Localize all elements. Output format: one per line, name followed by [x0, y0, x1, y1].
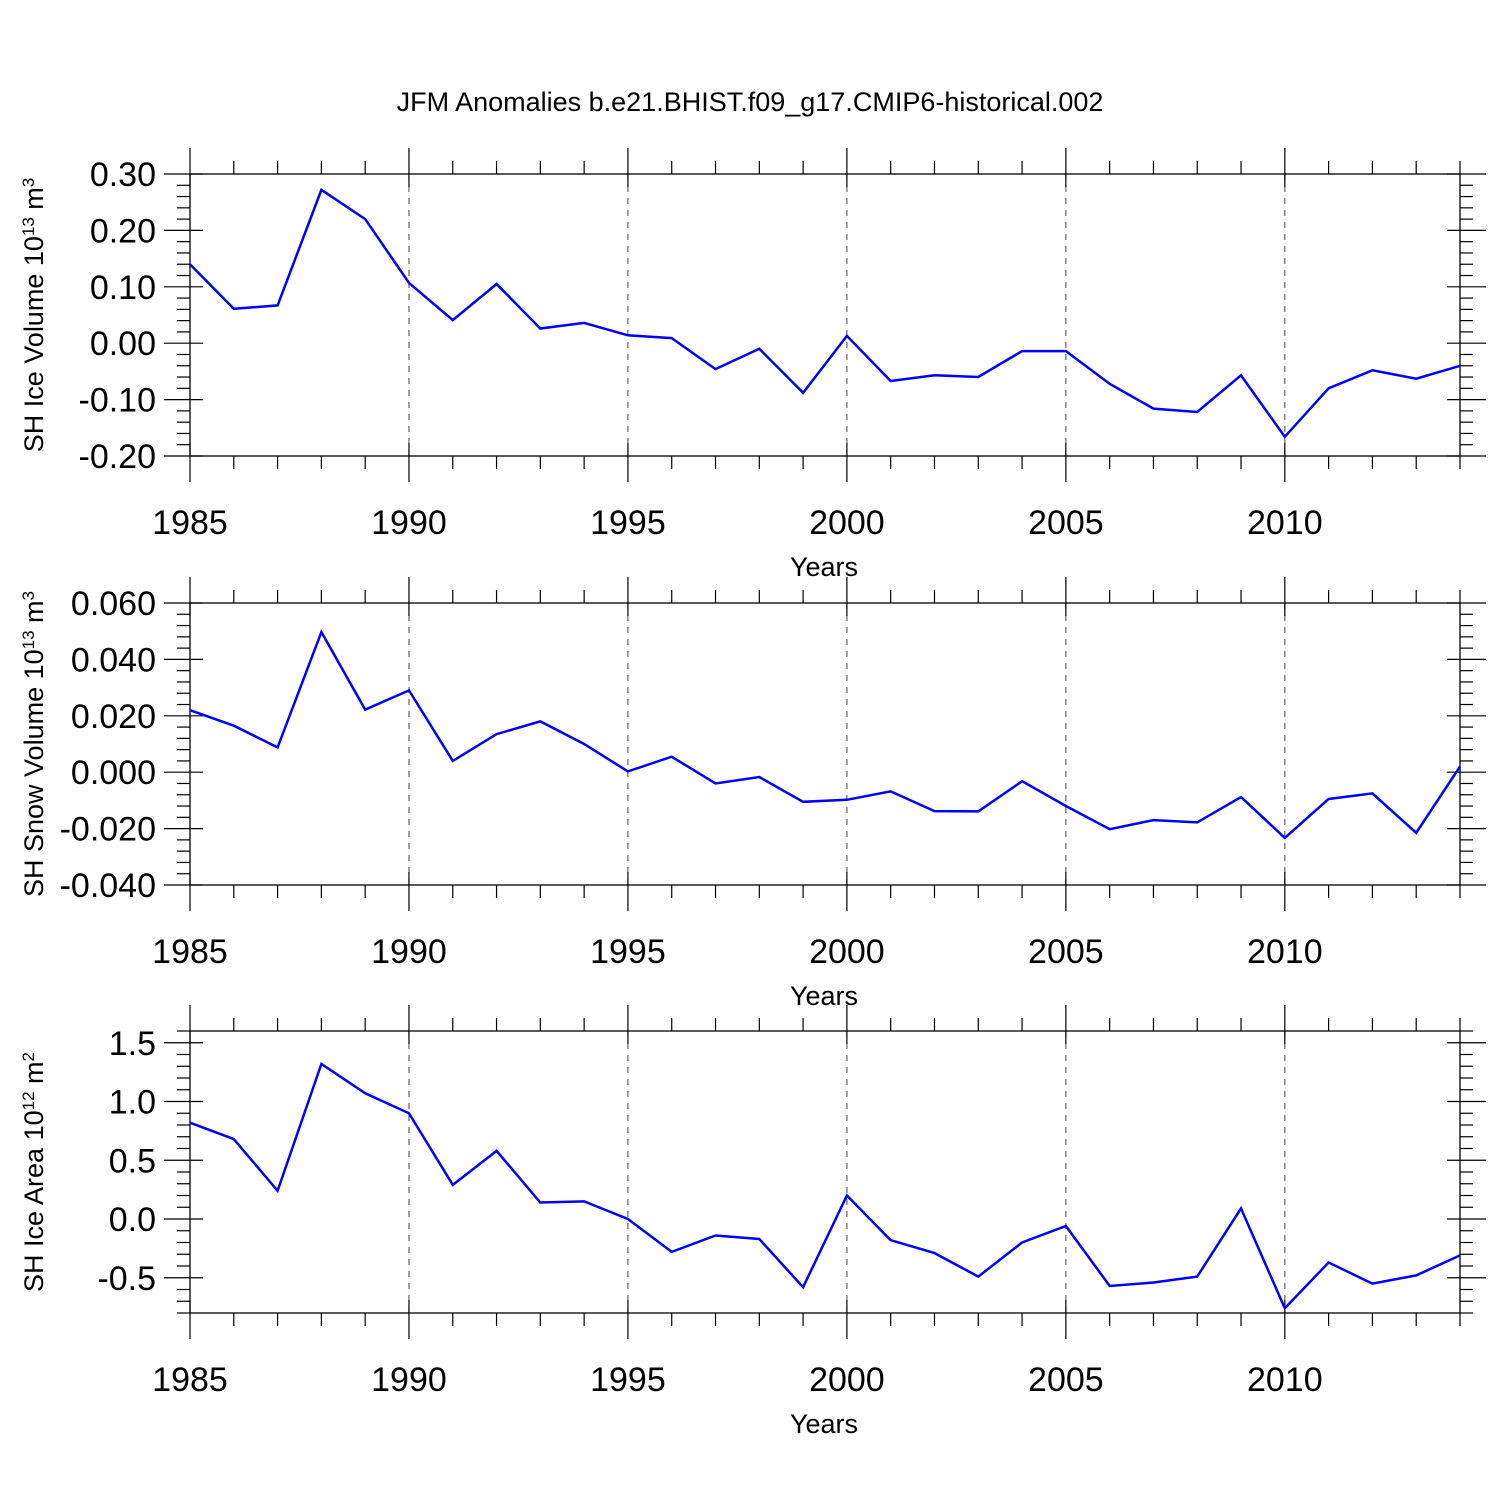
- x-tick-label: 2005: [1028, 504, 1104, 542]
- series-line: [189, 187, 1461, 439]
- x-tick-label: 1990: [371, 504, 447, 542]
- series-line: [189, 629, 1462, 840]
- y-tick-label: -0.020: [60, 811, 156, 849]
- y-tick-label: 0.20: [90, 212, 156, 250]
- y-axis-label-text: SH Snow Volume 10: [19, 649, 49, 897]
- figure-title: JFM Anomalies b.e21.BHIST.f09_g17.CMIP6-…: [397, 87, 1104, 117]
- y-axis-label-text: SH Ice Volume 10: [19, 236, 49, 452]
- x-tick-label: 1985: [152, 933, 228, 971]
- x-tick-label: 2000: [809, 933, 885, 971]
- y-tick-label: 0.060: [71, 585, 156, 623]
- y-axis-label-text: m: [19, 600, 49, 630]
- y-tick-label: -0.5: [97, 1260, 156, 1298]
- y-axis-label-text: m: [19, 187, 49, 217]
- x-tick-label: 1995: [590, 1361, 666, 1399]
- x-tick-label: 1990: [371, 1361, 447, 1399]
- y-axis-label: SH Ice Area 1012 m2: [19, 1052, 50, 1292]
- panel-1: 0.30 0.20 0.10 0.00 -0.10 -0.20 1985 1990 1995 20…: [19, 148, 1486, 582]
- y-tick-label: -0.040: [60, 867, 156, 905]
- x-tick-label: 2010: [1247, 1361, 1323, 1399]
- x-tick-label: 1995: [590, 933, 666, 971]
- y-axis-label-superscript: 2: [19, 1052, 38, 1061]
- y-tick-label: 1.0: [109, 1084, 156, 1122]
- x-tick-label: 2005: [1028, 1361, 1104, 1399]
- x-axis-label: Years: [790, 552, 858, 582]
- x-tick-label: 1985: [152, 1361, 228, 1399]
- y-tick-label: 0.0: [109, 1201, 156, 1239]
- plot-frame: [189, 1030, 1461, 1314]
- y-tick-label: 0.00: [90, 325, 156, 363]
- y-tick-label: 0.000: [71, 754, 156, 792]
- x-axis-label: Years: [790, 1409, 858, 1439]
- x-axis-label: Years: [790, 981, 858, 1011]
- x-tick-label: 2010: [1247, 504, 1323, 542]
- y-axis-label-text: m: [19, 1061, 49, 1091]
- y-axis-label-superscript: 3: [19, 591, 38, 600]
- y-axis-label: SH Ice Volume 1013 m3: [19, 178, 50, 453]
- y-tick-label: -0.20: [79, 438, 157, 476]
- x-tick-label: 1990: [371, 933, 447, 971]
- y-tick-label: 0.30: [90, 156, 156, 194]
- y-tick-label: -0.10: [79, 382, 157, 420]
- y-tick-label: 0.020: [71, 698, 156, 736]
- y-axis-label-superscript: 12: [19, 1091, 38, 1110]
- y-tick-label: 0.040: [71, 641, 156, 679]
- y-tick-label: 0.5: [109, 1142, 156, 1180]
- x-tick-label: 1985: [152, 504, 228, 542]
- plot-frame: [189, 602, 1461, 886]
- y-tick-label: 1.5: [109, 1025, 156, 1063]
- y-axis-label-superscript: 3: [19, 178, 38, 187]
- x-tick-label: 2000: [809, 1361, 885, 1399]
- y-axis-label-text: SH Ice Area 10: [19, 1110, 49, 1292]
- panel-3: 1.5 1.0 0.5 0.0 -0.5 1985 1990 1995 2000 2005 2010…: [19, 1005, 1486, 1439]
- x-tick-label: 2010: [1247, 933, 1323, 971]
- y-axis-label: SH Snow Volume 1013 m3: [19, 591, 50, 897]
- series-line: [189, 1061, 1461, 1311]
- x-tick-label: 2000: [809, 504, 885, 542]
- x-tick-label: 2005: [1028, 933, 1104, 971]
- y-tick-label: 0.10: [90, 269, 156, 307]
- plot-frame: [189, 173, 1461, 457]
- y-axis-label-superscript: 13: [19, 217, 38, 236]
- x-tick-label: 1995: [590, 504, 666, 542]
- panel-2: 0.060 0.040 0.020 0.000 -0.020 -0.040 1985 1990…: [19, 577, 1486, 1011]
- y-axis-label-superscript: 13: [19, 630, 38, 649]
